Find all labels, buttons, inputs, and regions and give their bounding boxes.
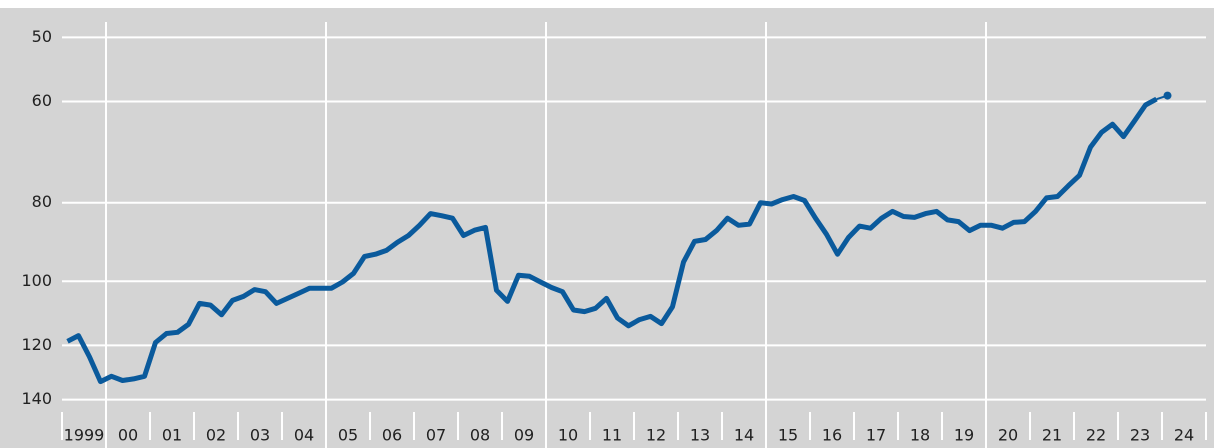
y-tick-label: 120 bbox=[21, 335, 52, 354]
x-tick-label: 21 bbox=[1042, 426, 1062, 445]
x-tick-label: 23 bbox=[1130, 426, 1150, 445]
x-tick-label: 05 bbox=[338, 426, 358, 445]
y-tick-label: 80 bbox=[32, 192, 52, 211]
x-tick-label: 07 bbox=[426, 426, 446, 445]
x-tick-label: 06 bbox=[382, 426, 402, 445]
x-tick-label: 10 bbox=[558, 426, 578, 445]
x-tick-label: 09 bbox=[514, 426, 534, 445]
y-tick-label: 100 bbox=[21, 271, 52, 290]
line bbox=[66, 96, 1158, 385]
y-tick-label: 140 bbox=[21, 389, 52, 408]
x-tick-label: 19 bbox=[954, 426, 974, 445]
x-tick-label: 12 bbox=[646, 426, 666, 445]
x-tick-label: 14 bbox=[734, 426, 754, 445]
plot-background bbox=[0, 8, 1214, 448]
x-tick-label: 22 bbox=[1086, 426, 1106, 445]
x-tick-label: 03 bbox=[250, 426, 270, 445]
y-tick-label: 50 bbox=[32, 27, 52, 46]
x-tick-label: 02 bbox=[206, 426, 226, 445]
x-tick-label: 24 bbox=[1174, 426, 1194, 445]
x-tick-label: 18 bbox=[910, 426, 930, 445]
x-tick-label: 00 bbox=[118, 426, 138, 445]
x-tick-label: 08 bbox=[470, 426, 490, 445]
x-tick-label: 15 bbox=[778, 426, 798, 445]
x-tick-label: 04 bbox=[294, 426, 314, 445]
x-tick-label: 20 bbox=[998, 426, 1018, 445]
x-tick-label: 1999 bbox=[64, 426, 105, 445]
x-tick-label: 01 bbox=[162, 426, 182, 445]
point bbox=[1163, 91, 1172, 100]
x-tick-label: 11 bbox=[602, 426, 622, 445]
x-tick-label: 17 bbox=[866, 426, 886, 445]
y-tick-label: 60 bbox=[32, 91, 52, 110]
x-tick-label: 13 bbox=[690, 426, 710, 445]
x-tick-label: 16 bbox=[822, 426, 842, 445]
